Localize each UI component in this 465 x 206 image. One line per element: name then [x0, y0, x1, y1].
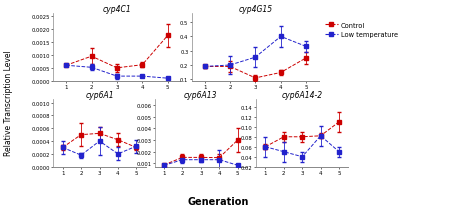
- Title: cyp4G15: cyp4G15: [239, 5, 272, 14]
- Text: Relative Transcription Level: Relative Transcription Level: [4, 50, 13, 156]
- Legend: Control, Low temperature: Control, Low temperature: [322, 20, 400, 40]
- Title: cyp4C1: cyp4C1: [102, 5, 131, 14]
- Title: cyp6A13: cyp6A13: [184, 91, 218, 100]
- Title: cyp6A14-2: cyp6A14-2: [282, 91, 323, 100]
- Title: cyp6A1: cyp6A1: [85, 91, 114, 100]
- Text: Generation: Generation: [188, 196, 249, 206]
